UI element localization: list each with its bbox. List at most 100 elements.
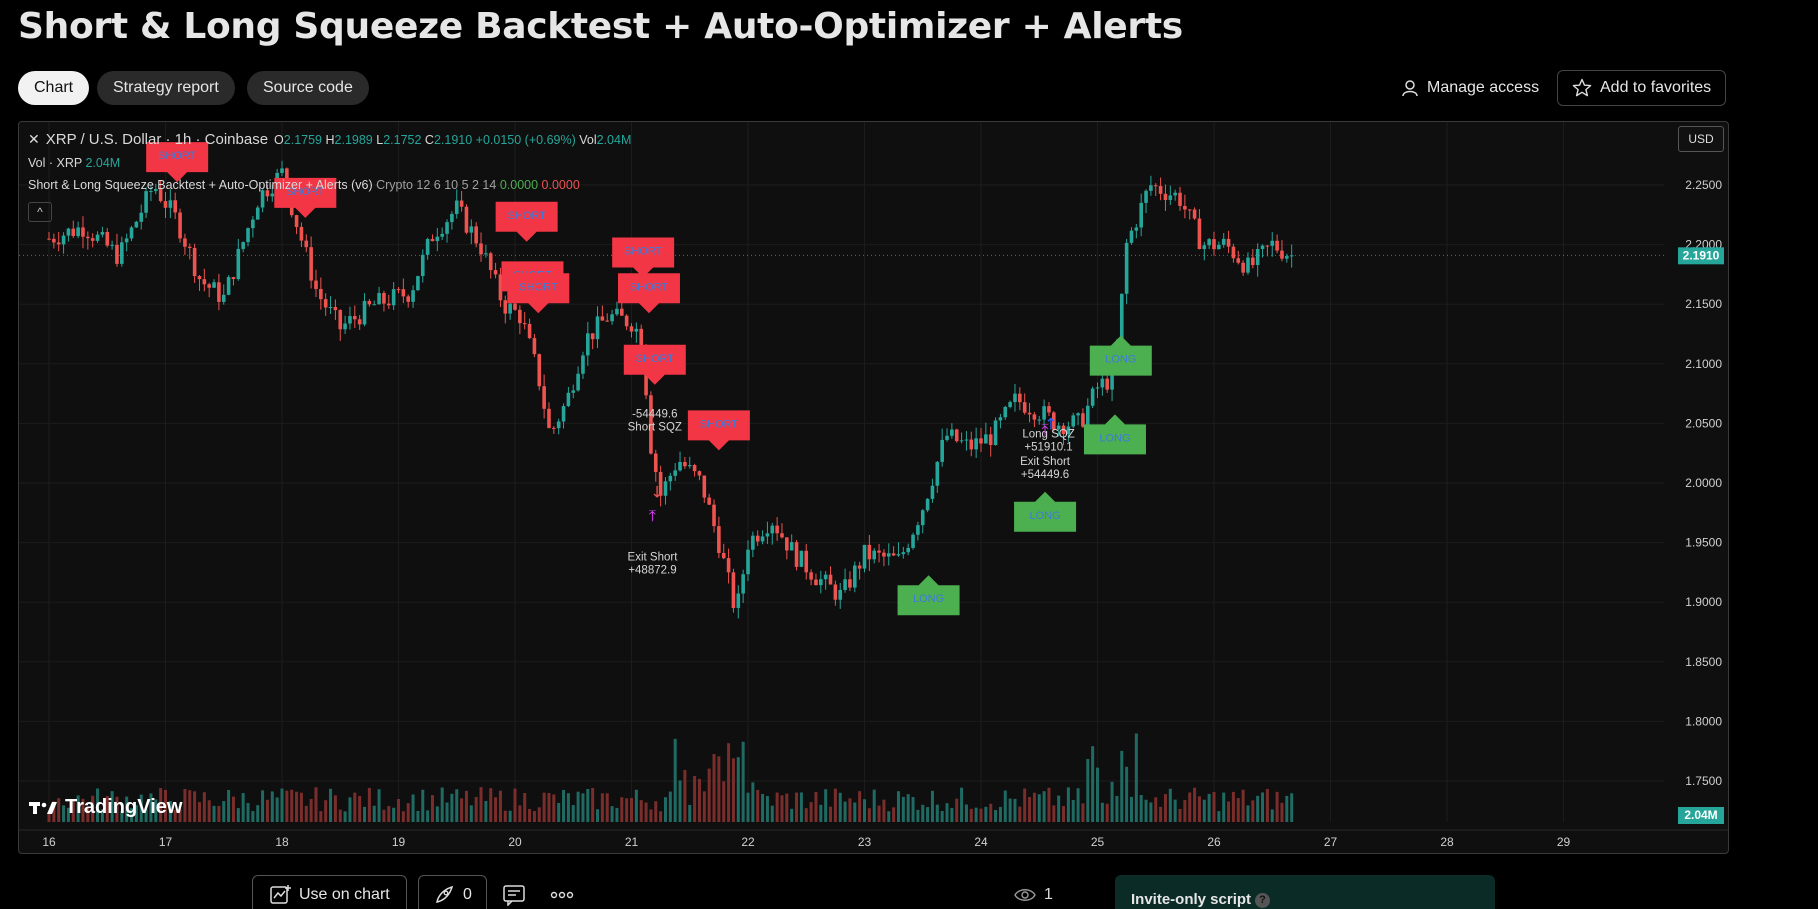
volume-row-label[interactable]: Vol · XRP xyxy=(28,156,82,170)
candle-body xyxy=(1285,256,1289,259)
trade-label-text: Exit Short xyxy=(628,551,679,563)
candle-body xyxy=(1124,242,1129,294)
volume-bar xyxy=(1193,787,1197,822)
trade-arrow-icon: ↓ xyxy=(650,482,663,501)
volume-bar xyxy=(1086,759,1090,822)
candle-body xyxy=(1231,246,1236,259)
price-chart[interactable]: SHORT SHORT SHORT SHORT SHORT SHORT SHORT SHORT… xyxy=(19,122,1729,854)
volume-bar xyxy=(1003,790,1007,822)
close-icon[interactable]: ✕ xyxy=(28,131,40,147)
volume-bar xyxy=(964,804,968,822)
indicator-name[interactable]: Short & Long Squeeze Backtest + Auto-Opt… xyxy=(28,178,373,192)
volume-bar xyxy=(256,805,260,822)
candle-body xyxy=(353,316,357,320)
x-axis-tick-label: 26 xyxy=(1207,835,1221,849)
boost-button[interactable]: 0 xyxy=(418,875,487,909)
trade-arrow-icon: ⤒ xyxy=(649,506,656,525)
chart-panel[interactable]: SHORT SHORT SHORT SHORT SHORT SHORT SHORT SHORT… xyxy=(18,121,1729,854)
candle-body xyxy=(66,228,71,236)
use-on-chart-button[interactable]: Use on chart xyxy=(252,875,407,909)
volume-bar xyxy=(707,768,711,822)
candle-body xyxy=(348,316,352,324)
volume-bar xyxy=(804,808,808,822)
volume-bar xyxy=(358,795,362,822)
more-options-button[interactable] xyxy=(550,880,574,909)
x-axis-tick-label: 17 xyxy=(159,835,173,849)
candle-body xyxy=(129,227,134,239)
volume-bar xyxy=(911,797,915,822)
trade-label-text: +54449.6 xyxy=(1021,469,1069,481)
volume-bar xyxy=(479,787,483,822)
candle-body xyxy=(333,306,338,311)
volume-bar xyxy=(644,802,648,822)
volume-bar xyxy=(780,795,784,822)
volume-bar xyxy=(231,796,235,822)
candle-body xyxy=(552,427,556,429)
last-price-tag xyxy=(1678,247,1724,265)
candle-body xyxy=(513,303,517,310)
tab-source-code[interactable]: Source code xyxy=(247,71,369,105)
volume-bar xyxy=(722,781,726,822)
volume-bar xyxy=(489,788,493,822)
volume-bar xyxy=(916,809,920,822)
candle-body xyxy=(814,579,818,586)
trade-label-text: +51910.1 xyxy=(1024,442,1072,454)
candle-body xyxy=(615,308,619,315)
volume-bar xyxy=(110,791,114,822)
short-signal-label: SHORT xyxy=(146,142,209,183)
candle-body xyxy=(217,282,221,302)
add-to-favorites-button[interactable]: Add to favorites xyxy=(1557,70,1727,106)
collapse-legend-button[interactable]: ^ xyxy=(28,202,52,222)
volume-bar xyxy=(1236,798,1240,822)
volume-bar xyxy=(416,810,420,822)
help-icon[interactable]: ? xyxy=(1255,892,1271,908)
volume-bar xyxy=(460,798,464,822)
manage-access-button[interactable]: Manage access xyxy=(1401,70,1539,106)
volume-bar xyxy=(1275,791,1279,822)
tab-strategy-report[interactable]: Strategy report xyxy=(97,71,235,105)
volume-bar xyxy=(188,790,192,822)
comment-icon xyxy=(503,885,525,906)
candle-body xyxy=(168,200,173,208)
volume-bar xyxy=(1032,792,1036,822)
x-axis-tick-label: 28 xyxy=(1440,835,1454,849)
tab-chart[interactable]: Chart xyxy=(18,71,90,105)
tradingview-logo[interactable]: TradingView xyxy=(29,796,182,819)
currency-button[interactable]: USD xyxy=(1678,126,1724,152)
x-axis-tick-label: 25 xyxy=(1091,835,1105,849)
volume-bar xyxy=(154,799,158,822)
candle-body xyxy=(954,429,959,442)
candle-body xyxy=(586,333,590,356)
candle-body xyxy=(867,544,872,560)
volume-bar xyxy=(1105,803,1109,822)
volume-bar xyxy=(426,810,430,822)
volume-bar xyxy=(96,788,100,822)
volume-bar xyxy=(945,803,949,822)
symbol-label[interactable]: XRP / U.S. Dollar · 1h · Coinbase xyxy=(45,131,269,148)
volume-bar xyxy=(1013,798,1017,822)
volume-bar xyxy=(494,797,498,822)
close-label: C xyxy=(424,132,434,147)
candle-body xyxy=(124,238,129,243)
volume-bar xyxy=(333,795,337,822)
comments-button[interactable] xyxy=(502,880,526,909)
candle-body xyxy=(857,565,862,569)
candle-body xyxy=(1270,240,1275,246)
candle-body xyxy=(556,421,561,429)
signal-label-shape xyxy=(1083,414,1146,455)
candle-body xyxy=(935,461,940,486)
volume-bar xyxy=(1125,766,1129,822)
long-signal-label: LONG xyxy=(897,575,960,616)
use-on-chart-label: Use on chart xyxy=(299,886,390,903)
candle-body xyxy=(658,471,663,496)
candle-body xyxy=(1212,239,1216,250)
candle-body xyxy=(153,189,158,192)
candle-body xyxy=(852,565,857,588)
volume-bar xyxy=(202,792,206,822)
volume-bar xyxy=(159,788,163,822)
volume-bar xyxy=(552,794,556,822)
candle-body xyxy=(1013,393,1017,403)
candle-body xyxy=(207,284,211,288)
volume-bar xyxy=(901,796,905,822)
candle-body xyxy=(382,293,386,304)
